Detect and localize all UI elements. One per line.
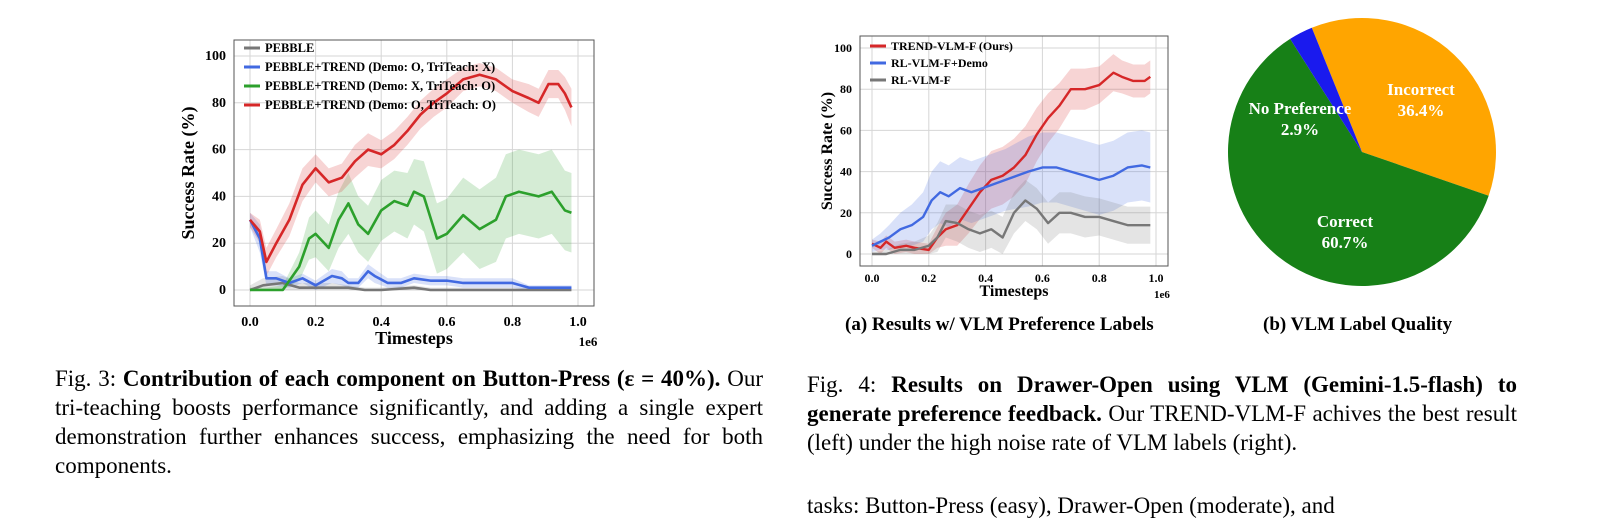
fig3-series-1-line: [248, 219, 572, 289]
fig3-legend-label: PEBBLE: [265, 41, 314, 55]
pie-label: Incorrect: [1387, 80, 1455, 99]
fig3-legend-label: PEBBLE+TREND (Demo: O, TriTeach: X): [265, 60, 495, 74]
figure-3-caption-label: Fig. 3:: [55, 366, 123, 391]
body-text-fragment: tasks: Button-Press (easy), Drawer-Open …: [807, 493, 1335, 518]
figure-3-caption-body: Our tri-teaching boosts performance sign…: [55, 366, 763, 478]
fig4a-x-tick-label: 0.2: [921, 271, 936, 285]
fig4a-x-scale-label: 1e6: [1154, 289, 1170, 301]
fig4a-legend-label: TREND-VLM-F (Ours): [891, 39, 1013, 53]
fig3-y-tick-label: 0: [219, 283, 226, 298]
fig3-x-tick-label: 0.2: [307, 315, 325, 330]
figure-4b-pie-chart: Incorrect 36.4% Correct 60.7% No Preference 2…: [1228, 18, 1496, 286]
pie-slice-correct: [1228, 38, 1489, 286]
pie-percent-label: 2.9%: [1281, 120, 1319, 139]
fig4a-plot-frame: [859, 35, 1169, 267]
fig3-x-scale-label: 1e6: [579, 334, 598, 349]
fig4a-y-tick-label: 20: [840, 206, 852, 220]
figure-3-caption-epsilon: (ε = 40%).: [616, 366, 721, 391]
fig3-series-3-line: [249, 73, 573, 264]
fig3-y-tick-label: 60: [212, 143, 226, 158]
fig4a-x-tick-label: 0.8: [1092, 271, 1107, 285]
fig3-y-tick-label: 100: [205, 49, 226, 64]
fig3-x-tick-label: 0.6: [438, 315, 456, 330]
figure-4-caption-body: Our TREND-VLM-F achives the best result …: [807, 401, 1517, 455]
fig3-x-tick-label: 0.4: [372, 315, 390, 330]
figure-4a-chart: 0.0 0.2 0.4 0.6 0.8 1.0 0 20 40 60 80 100 TREND-VLM-…: [819, 35, 1170, 301]
pie-label: No Preference: [1249, 99, 1352, 118]
fig4a-y-axis-label: Success Rate (%): [819, 92, 836, 210]
fig4a-x-tick-label: 0.6: [1035, 271, 1050, 285]
fig3-series-2-line: [250, 190, 572, 292]
figure-4a-subcaption: (a) Results w/ VLM Preference Labels: [845, 314, 1154, 335]
fig4a-y-tick-label: 40: [840, 165, 852, 179]
fig4a-y-tick-label: 0: [846, 247, 852, 261]
fig4a-series-0-line: [871, 71, 1152, 252]
fig3-y-tick-label: 40: [212, 189, 226, 204]
fig3-x-tick-label: 0.8: [504, 315, 522, 330]
fig3-series-2-band: [250, 149, 572, 290]
fig3-x-axis-label: Timesteps: [375, 328, 453, 348]
fig4a-x-axis-label: Timesteps: [979, 283, 1048, 300]
figure-4-caption-label: Fig. 4:: [807, 372, 892, 397]
figure-3-chart: 0.0 0.2 0.4 0.6 0.8 1.0 0 20 40 60 80 100 PEBBLE PEBB…: [178, 39, 598, 349]
fig4a-series-2-line: [872, 199, 1151, 256]
fig3-x-tick-label: 1.0: [569, 315, 587, 330]
fig3-legend-label: PEBBLE+TREND (Demo: O, TriTeach: O): [265, 98, 496, 112]
figure-3-caption-title: Contribution of each component on Button…: [122, 366, 611, 391]
fig4a-x-tick-label: 1.0: [1149, 271, 1164, 285]
pie-slice-no-preference: [1290, 27, 1362, 152]
fig4a-y-tick-label: 100: [834, 41, 852, 55]
pie-percent-label: 60.7%: [1322, 233, 1369, 252]
pie-slice-incorrect: [1311, 18, 1496, 196]
pie-label: Correct: [1317, 212, 1374, 231]
fig4a-y-tick-label: 60: [840, 123, 852, 137]
figure-3-caption: Fig. 3: Contribution of each component o…: [55, 364, 763, 480]
fig3-plot-frame: [233, 39, 595, 307]
figure-4-caption: Fig. 4: Results on Drawer-Open using VLM…: [807, 370, 1517, 457]
fig4a-y-tick-label: 80: [840, 82, 852, 96]
fig4a-x-tick-label: 0.4: [978, 271, 993, 285]
pie-percent-label: 36.4%: [1398, 101, 1445, 120]
fig4a-legend-label: RL-VLM-F: [891, 73, 951, 87]
fig3-y-tick-label: 20: [212, 236, 226, 251]
figure-4b-subcaption: (b) VLM Label Quality: [1263, 314, 1453, 335]
fig3-series-1-band: [250, 212, 572, 290]
fig4a-legend-label: RL-VLM-F+Demo: [891, 56, 988, 70]
fig4a-series-1-band: [872, 130, 1151, 252]
fig4a-series-0-band: [872, 54, 1151, 255]
fig4a-x-tick-label: 0.0: [865, 271, 880, 285]
fig3-series-0-line: [249, 281, 572, 292]
fig3-legend-label: PEBBLE+TREND (Demo: X, TriTeach: O): [265, 79, 495, 93]
fig3-y-tick-label: 80: [212, 96, 226, 111]
figure-4-caption-title: Results on Drawer-Open using VLM (Gemini…: [807, 372, 1517, 426]
fig3-x-tick-label: 0.0: [241, 315, 259, 330]
fig4a-series-1-line: [871, 164, 1151, 247]
fig3-y-axis-label: Success Rate (%): [178, 107, 199, 240]
